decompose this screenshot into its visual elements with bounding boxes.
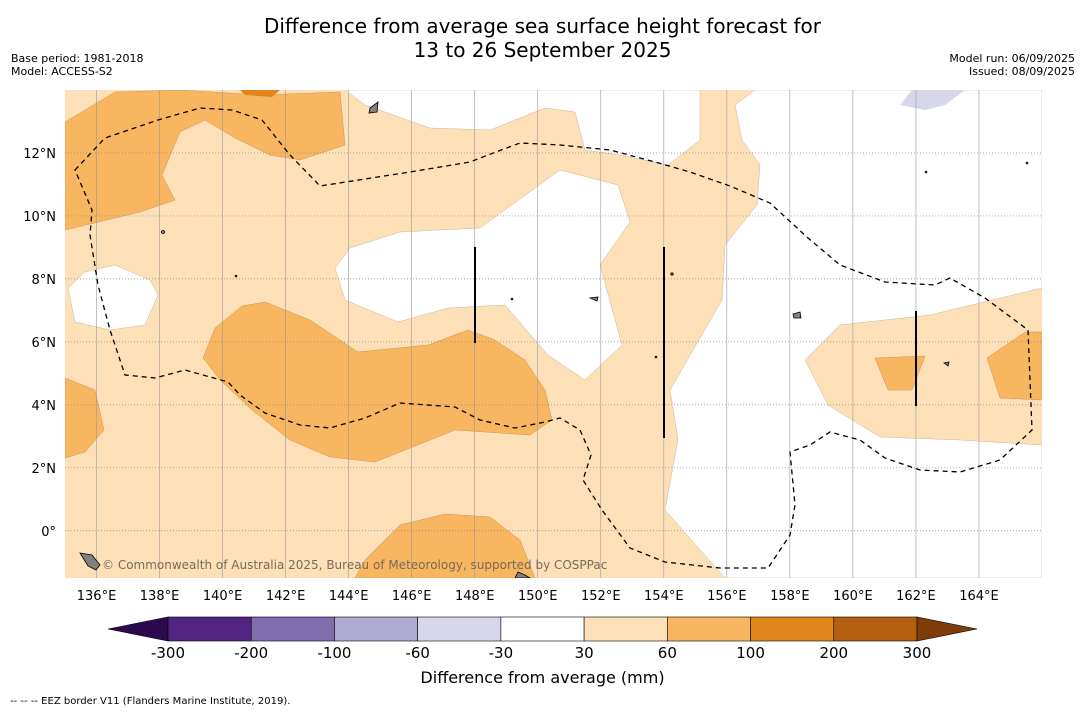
map-plot-area: © Commonwealth of Australia 2025, Bureau… <box>65 90 1042 578</box>
issued-text: Issued: 08/09/2025 <box>968 65 1075 78</box>
colorbar-tick-labels: -300 -200 -100 -60 -30 30 60 100 200 300 <box>151 644 931 662</box>
colorbar-bin <box>167 616 252 642</box>
near-average-region <box>334 169 631 381</box>
high-anomaly-region <box>65 90 346 231</box>
longitude-tick-label: 144°E <box>329 589 369 604</box>
island <box>654 355 658 359</box>
colorbar-extend-low <box>107 616 169 642</box>
longitude-tick-label: 150°E <box>518 589 558 604</box>
colorbar-tick-label: -100 <box>317 644 351 662</box>
base-period-text: Base period: 1981-2018 <box>11 52 144 65</box>
colorbar-bin <box>417 616 502 642</box>
colorbar-tick-label: 30 <box>575 644 594 662</box>
island <box>79 552 101 571</box>
gridlines <box>65 90 1042 578</box>
colorbar-bin <box>750 616 835 642</box>
island <box>234 274 238 278</box>
near-average-region <box>67 264 159 331</box>
forecast-bars <box>474 247 917 438</box>
longitude-tick-label: 164°E <box>959 589 999 604</box>
very-high-anomaly-region <box>240 90 280 97</box>
colorbar-bin <box>334 616 418 642</box>
island <box>1025 161 1029 165</box>
island <box>943 361 950 367</box>
colorbar-tick-label: -60 <box>405 644 430 662</box>
island <box>792 311 802 319</box>
title-line-1: Difference from average sea surface heig… <box>263 14 822 38</box>
high-anomaly-region <box>354 513 536 578</box>
latitude-tick-labels: 0° 2°N 4°N 6°N 8°N 10°N 12°N <box>23 147 56 540</box>
high-anomaly-region <box>65 377 105 459</box>
longitude-tick-label: 156°E <box>707 589 747 604</box>
island <box>924 170 928 174</box>
colorbar-bin <box>500 616 585 642</box>
latitude-tick-label: 12°N <box>23 147 56 162</box>
longitude-tick-label: 138°E <box>140 589 180 604</box>
latitude-tick-label: 4°N <box>32 399 57 414</box>
colorbar-bin <box>250 616 335 642</box>
title-line-2: 13 to 26 September 2025 <box>413 38 672 62</box>
colorbar-label: Difference from average (mm) <box>420 668 665 687</box>
colorbar-tick-label: -30 <box>489 644 514 662</box>
colorbar-tick-label: 300 <box>903 644 932 662</box>
longitude-tick-label: 154°E <box>644 589 684 604</box>
island <box>510 297 514 301</box>
islands <box>79 101 1029 578</box>
colorbar-tick-label: 60 <box>658 644 677 662</box>
island <box>670 272 674 276</box>
colorbar-extend-high <box>916 616 978 642</box>
colorbar-tick-label: -300 <box>151 644 185 662</box>
colorbar-tick-label: -200 <box>234 644 268 662</box>
colorbar-tick-label: 200 <box>819 644 848 662</box>
model-run-text: Model run: 06/09/2025 <box>949 52 1075 65</box>
island <box>161 230 165 234</box>
longitude-tick-labels: 136°E 138°E 140°E 142°E 144°E 146°E 148°E 150°E… <box>77 589 999 604</box>
longitude-tick-label: 136°E <box>77 589 117 604</box>
colorbar-bin <box>583 616 668 642</box>
latitude-tick-label: 0° <box>41 525 56 540</box>
model-text: Model: ACCESS-S2 <box>11 65 113 78</box>
island <box>588 296 599 302</box>
colorbar-tick-label: 100 <box>736 644 765 662</box>
island <box>514 571 531 578</box>
colorbar-bin <box>667 616 751 642</box>
longitude-tick-label: 162°E <box>896 589 936 604</box>
near-average-region <box>664 90 1042 578</box>
longitude-tick-label: 158°E <box>770 589 810 604</box>
longitude-tick-label: 140°E <box>203 589 243 604</box>
metadata-right: Model run: 06/09/2025 Issued: 08/09/2025 <box>949 52 1075 78</box>
colorbar-bin <box>833 616 918 642</box>
latitude-tick-label: 2°N <box>32 462 57 477</box>
high-anomaly-region <box>874 355 926 391</box>
metadata-left: Base period: 1981-2018 Model: ACCESS-S2 <box>11 52 143 78</box>
latitude-tick-label: 10°N <box>23 210 56 225</box>
longitude-tick-label: 148°E <box>455 589 495 604</box>
eez-border-line <box>74 107 1033 569</box>
longitude-tick-label: 146°E <box>392 589 432 604</box>
latitude-tick-label: 6°N <box>32 336 57 351</box>
latitude-tick-label: 8°N <box>32 273 57 288</box>
eez-borders <box>74 107 1033 569</box>
colorbar <box>107 616 978 642</box>
longitude-tick-label: 142°E <box>266 589 306 604</box>
longitude-tick-label: 160°E <box>833 589 873 604</box>
negative-anomaly-region <box>900 90 965 110</box>
eez-footnote: -- -- -- EEZ border V11 (Flanders Marine… <box>10 696 291 707</box>
longitude-tick-label: 152°E <box>581 589 621 604</box>
map-title: Difference from average sea surface heig… <box>0 14 1085 62</box>
copyright-text: © Commonwealth of Australia 2025, Bureau… <box>102 558 607 572</box>
island <box>368 101 379 114</box>
near-average-region <box>344 90 701 166</box>
